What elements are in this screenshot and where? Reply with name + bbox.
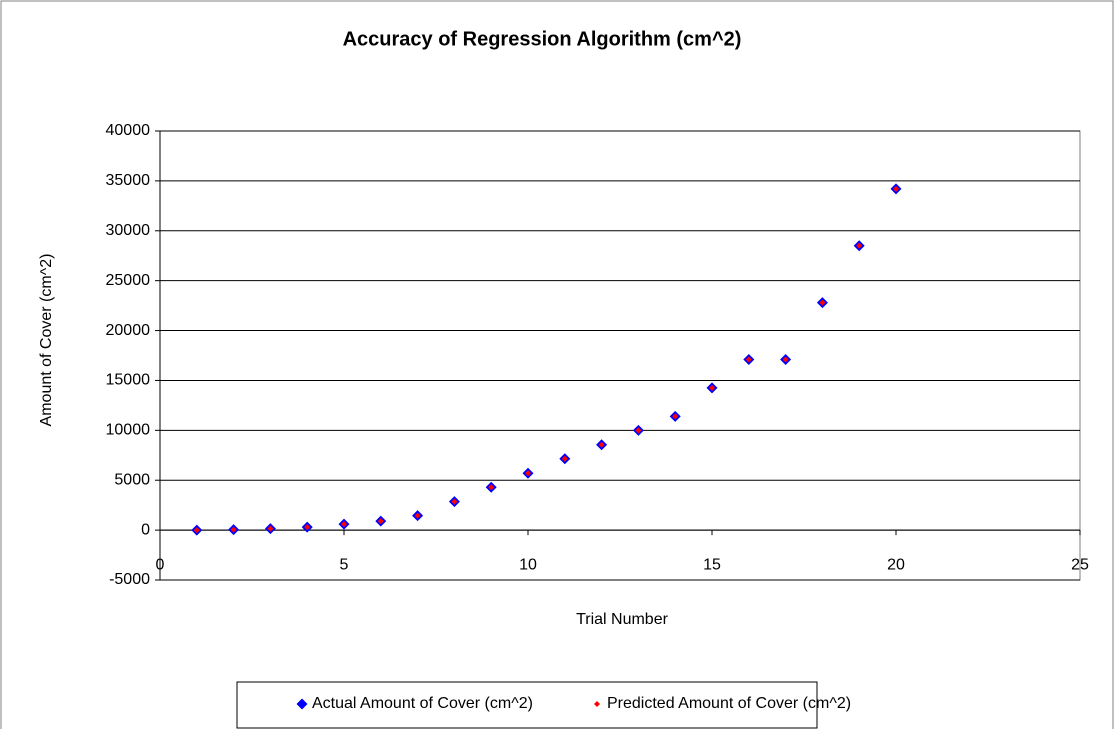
point	[377, 518, 384, 525]
x-tick-label: 20	[887, 556, 905, 573]
y-tick-label: 5000	[114, 471, 150, 488]
y-tick-label: 20000	[106, 322, 151, 339]
point	[525, 470, 531, 477]
point	[893, 185, 899, 192]
y-tick-label: -5000	[109, 571, 150, 588]
y-tick-label: 0	[141, 521, 150, 538]
point	[856, 242, 863, 249]
plot-area	[159, 130, 1081, 581]
y-tick-label: 10000	[106, 422, 151, 439]
point	[488, 484, 495, 491]
y-tick-label: 15000	[106, 372, 151, 389]
y-tick-label: 25000	[106, 272, 151, 289]
point	[745, 356, 752, 363]
point	[451, 498, 458, 505]
point	[230, 526, 237, 533]
x-tick-label: 15	[703, 556, 721, 573]
legend-label: Predicted Amount of Cover (cm^2)	[607, 695, 851, 712]
point	[341, 521, 347, 528]
point	[819, 299, 826, 306]
x-tick-label: 10	[519, 556, 537, 573]
x-tick-label: 0	[156, 556, 165, 573]
point	[561, 455, 568, 462]
y-tick-label: 30000	[106, 222, 151, 239]
x-tick-label: 5	[340, 556, 349, 573]
x-axis-label: Trial Number	[576, 611, 669, 628]
y-tick-label: 35000	[106, 172, 151, 189]
point	[267, 525, 274, 532]
point	[414, 512, 421, 519]
legend-label: Actual Amount of Cover (cm^2)	[312, 695, 533, 712]
chart-title: Accuracy of Regression Algorithm (cm^2)	[343, 28, 742, 50]
y-axis-label: Amount of Cover (cm^2)	[38, 254, 55, 427]
point	[782, 356, 789, 363]
point	[635, 427, 642, 434]
point	[193, 527, 200, 534]
point	[598, 441, 605, 448]
x-tick-label: 25	[1071, 556, 1089, 573]
legend-box	[236, 681, 818, 729]
point	[672, 413, 679, 420]
point	[304, 524, 311, 531]
y-tick-label: 40000	[106, 122, 151, 139]
legend-marker	[296, 698, 308, 710]
point	[709, 384, 715, 391]
legend-marker	[594, 701, 600, 707]
